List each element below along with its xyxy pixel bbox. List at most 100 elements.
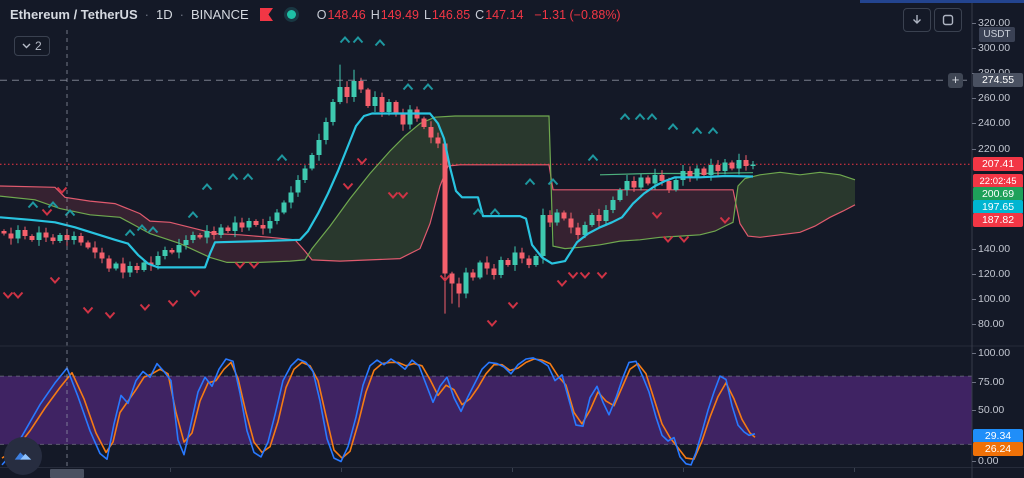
ichimoku-cloud-fill [30,186,33,200]
stoch-tick-label: 75.00 [978,375,1005,388]
ichimoku-cloud-fill [258,236,261,263]
candle-body [274,212,280,222]
sell-signal-icon [662,235,674,243]
candle-body [687,171,693,178]
indicator-cyan-badge: 197.65 [973,200,1023,214]
candle-body [365,89,371,106]
symbol-title[interactable]: Ethereum / TetherUS [10,7,138,22]
candle-body [162,249,168,257]
ichimoku-cloud-fill [831,173,834,217]
buy-signal-icon [524,178,536,186]
flag-icon[interactable] [259,7,274,22]
ichimoku-cloud-fill [684,189,687,236]
ichimoku-cloud-fill [741,179,744,230]
sell-signal-icon [579,271,591,279]
ichimoku-cloud-fill [225,234,228,263]
ichimoku-cloud-fill [453,115,456,166]
interval-label[interactable]: 1D [155,7,173,22]
market-status-icon[interactable] [286,10,296,19]
ichimoku-cloud-fill [261,236,264,263]
ichimoku-cloud-fill [819,172,822,224]
candle-body [120,263,126,273]
ichimoku-cloud-fill [318,237,321,261]
candle-body [302,168,308,180]
ichimoku-cloud-fill [108,202,111,217]
senkou-b-line [0,115,856,263]
time-axis-tick [512,468,513,472]
ichimoku-cloud-fill [471,115,474,165]
exchange-label[interactable]: BINANCE [190,7,249,22]
ichimoku-cloud-fill [3,186,6,197]
candle-body [1,231,7,234]
ichimoku-cloud-fill [231,234,234,263]
buy-signal-icon [47,201,59,209]
price-tick-label: 260.00 [978,92,1011,105]
ichimoku-cloud-fill [18,186,21,199]
candle-body [666,181,672,190]
sell-signal-icon [82,306,94,314]
candle-body [337,87,343,103]
sell-signal-icon [342,182,354,190]
ichimoku-cloud-fill [747,177,750,237]
candle-body [736,159,742,169]
ichimoku-cloud-fill [780,172,783,235]
ichimoku-cloud-fill [207,231,210,258]
price-tick-label: 240.00 [978,117,1011,130]
candle-body [239,222,245,228]
sell-signal-icon [567,271,579,279]
candle-body [351,80,357,98]
sell-signal-icon [651,211,663,219]
broker-logo-button[interactable] [4,437,42,475]
buy-signal-icon [634,113,646,121]
ichimoku-cloud-fill [33,186,36,201]
ichimoku-cloud-fill [693,189,696,236]
candle-body [71,236,77,240]
collapsed-indicators-button[interactable]: 2 [14,36,50,56]
ichimoku-cloud-fill [87,200,90,215]
candle-body [29,236,35,240]
ichimoku-cloud-fill [15,186,18,198]
ichimoku-cloud-fill [24,186,27,199]
ichimoku-cloud-fill [411,128,414,254]
lagging-green-line [599,172,754,176]
ichimoku-cloud-fill [762,174,765,238]
ichimoku-cloud-fill [504,115,507,165]
ichimoku-cloud-fill [9,186,12,198]
axis-tick [972,123,976,125]
ichimoku-cloud-fill [630,189,633,241]
buy-signal-icon [187,211,199,219]
sell-signal-icon [49,276,61,284]
candle-body [288,192,294,203]
ichimoku-cloud-fill [276,237,279,262]
currency-unit-toggle[interactable]: USDT [979,27,1015,42]
ichimoku-cloud-fill [237,234,240,263]
candle-body [43,232,49,238]
ichimoku-cloud-fill [789,173,792,234]
ichimoku-cloud-fill [729,189,732,225]
candle-body [64,234,70,240]
ichimoku-cloud-fill [417,123,420,251]
fullscreen-button[interactable] [934,8,962,32]
ichimoku-cloud-fill [177,224,180,244]
candle-body [267,221,273,229]
ichimoku-cloud-fill [825,172,828,221]
buy-signal-icon [201,183,213,191]
ichimoku-cloud-fill [348,197,351,261]
ichimoku-cloud-fill [846,176,849,210]
ichimoku-cloud-fill [429,118,432,227]
download-button[interactable] [903,8,931,32]
collapsed-count: 2 [35,39,42,53]
axis-tick [972,273,976,275]
ichimoku-cloud-fill [240,234,243,263]
candle-body [155,256,161,265]
ichimoku-cloud-fill [456,115,459,166]
ichimoku-cloud-fill [672,189,675,237]
ichimoku-cloud-fill [54,187,57,208]
ichimoku-cloud-fill [648,189,651,239]
ichimoku-cloud-fill [816,172,819,226]
ichimoku-cloud-fill [771,173,774,236]
ichimoku-cloud-fill [798,174,801,233]
ichimoku-cloud-fill [117,204,120,218]
add-alert-plus-button[interactable]: + [948,73,963,88]
